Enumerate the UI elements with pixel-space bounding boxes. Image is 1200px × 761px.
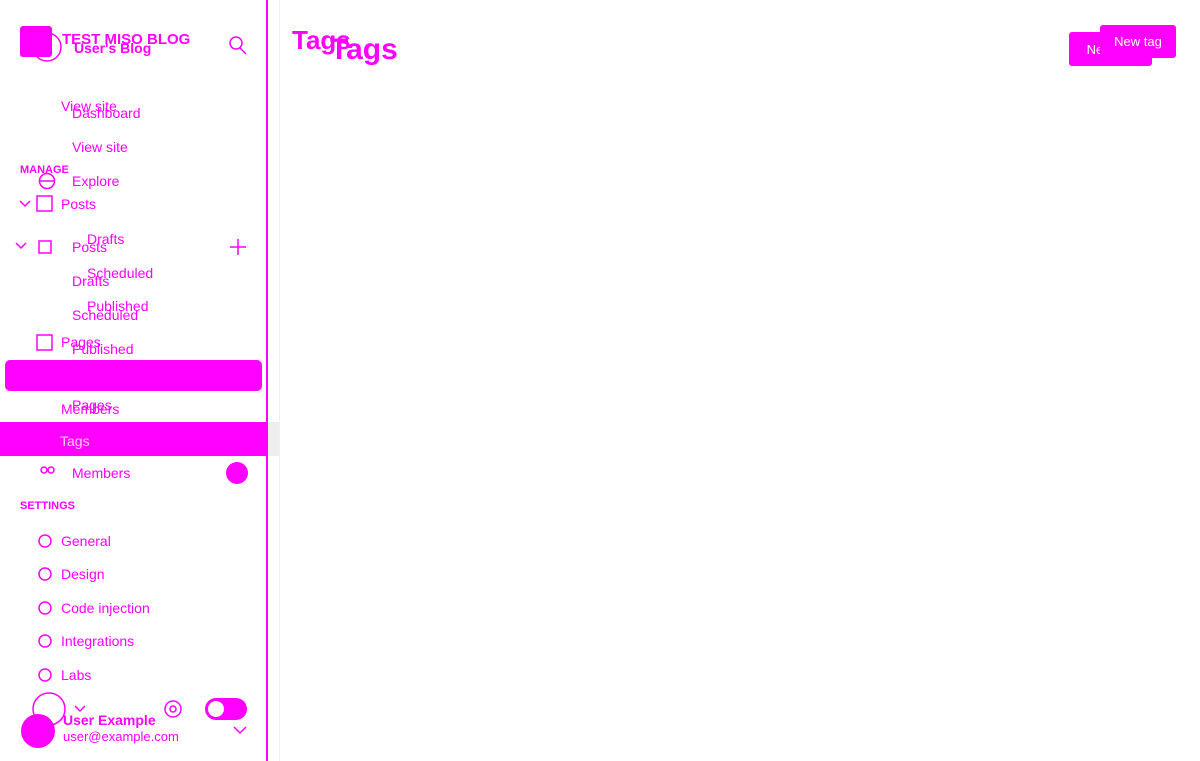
new-tag-button[interactable]: New tag [1100,25,1176,58]
chevron[interactable] [15,242,27,250]
nav-item[interactable]: Pages [72,397,112,413]
nav-item[interactable]: View site [72,139,128,155]
chevron[interactable] [233,726,247,735]
sidebar-border [266,0,268,761]
settings-icon [38,534,52,548]
nav-subitem[interactable]: Drafts [72,273,110,289]
nav-subitem[interactable]: Scheduled [87,265,154,281]
settings-icon [38,567,52,581]
search-icon[interactable] [228,35,247,55]
blog-title: User's Blog [74,40,152,56]
settings-icon [38,668,52,682]
nav-subitem[interactable]: Published [72,341,134,357]
nav-subitem[interactable]: Scheduled [72,307,139,323]
nav-item-active[interactable]: Tags [60,433,90,449]
toggle-knob [208,701,224,717]
nav-item[interactable]: Pages [61,334,101,350]
user-name: User Example [63,712,156,728]
members-icon [40,466,55,474]
nav-item[interactable]: Labs [61,667,92,683]
nav-item[interactable]: Posts [72,239,108,255]
nav-item[interactable]: General [61,533,111,549]
section-heading: MANAGE [20,164,69,176]
chevron[interactable] [19,200,31,208]
explore-icon [38,172,56,190]
nav-item[interactable]: Integrations [61,633,135,649]
avatar-outline[interactable] [32,692,66,726]
settings-icon [38,601,52,615]
user-email: user@example.com [63,729,179,744]
active-highlight-b [0,422,267,456]
theme-toggle[interactable] [205,698,247,720]
add-post[interactable] [230,239,246,255]
nav-item[interactable]: Posts [61,196,97,212]
settings-icon [38,634,52,648]
nav-item[interactable]: View site [61,98,117,114]
active-highlight-a [5,360,262,391]
highlight-shade [268,422,279,456]
page-title: Tags [292,25,351,55]
edit-icon [38,240,52,254]
nav-subitem[interactable]: Published [87,298,149,314]
nav-item[interactable]: Code injection [61,600,150,616]
nav-item[interactable]: Members [72,465,131,481]
chevron[interactable] [74,705,86,713]
page-title: Tags [330,33,398,66]
nav-item[interactable]: Dashboard [72,105,141,121]
nav-item[interactable]: Members [61,401,120,417]
settings-icon[interactable] [163,699,183,719]
nav-item[interactable]: Design [61,566,105,582]
logo [20,26,52,57]
members-badge [226,462,248,484]
nav-item[interactable]: Explore [72,173,120,189]
section-heading: SETTINGS [20,500,76,512]
blog-title: TEST MISO BLOG [62,31,191,48]
pages-icon [36,334,53,351]
posts-icon [36,195,53,212]
blog-logo [32,32,62,62]
nav-subitem[interactable]: Drafts [87,231,125,247]
sidebar-border-b [279,0,280,761]
